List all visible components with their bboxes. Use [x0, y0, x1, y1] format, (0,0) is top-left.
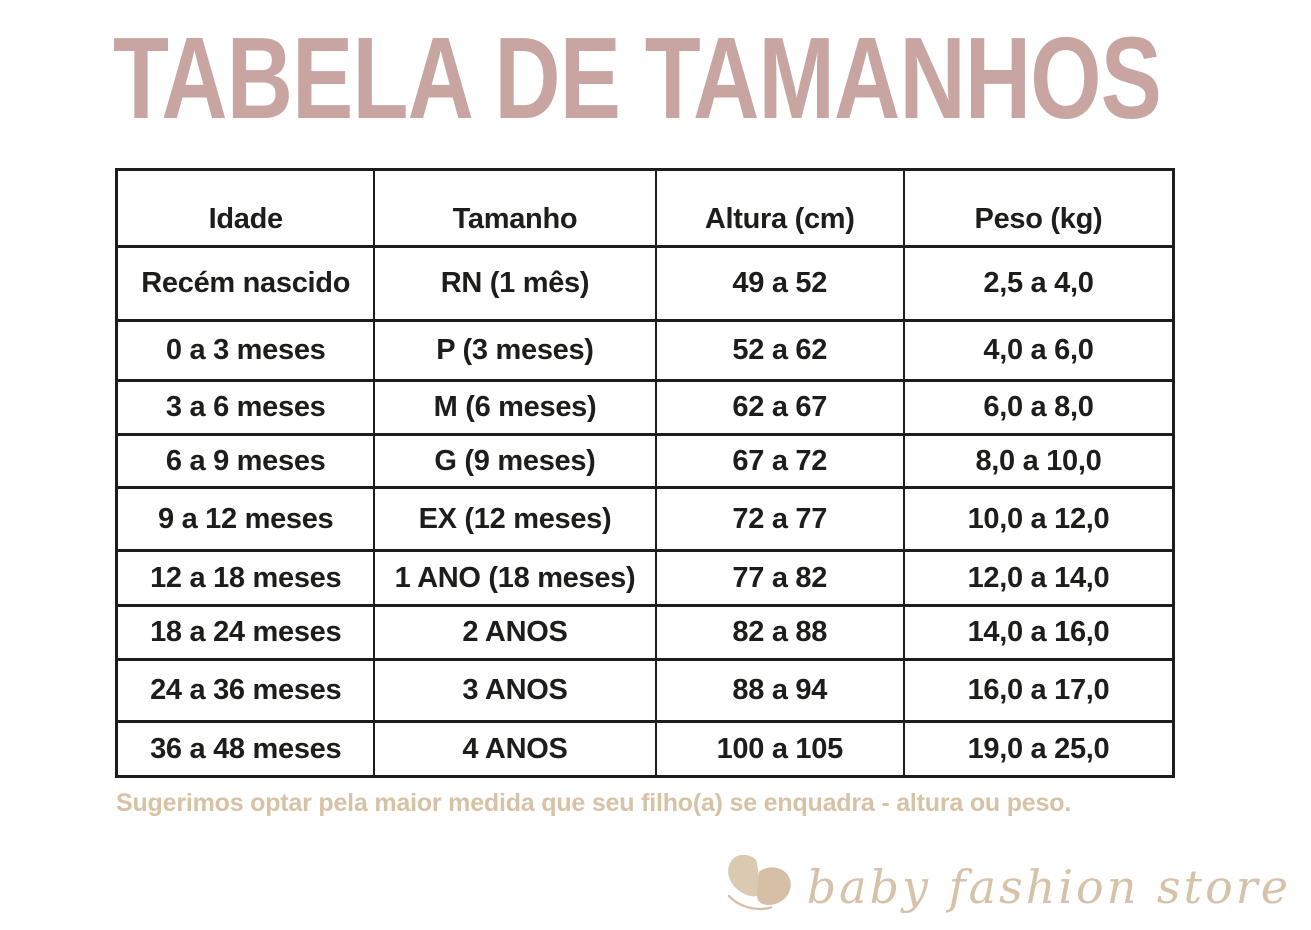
cell-idade: 12 a 18 meses — [115, 549, 376, 607]
cell-tamanho: RN (1 mês) — [373, 245, 657, 322]
cell-altura: 82 a 88 — [654, 604, 905, 661]
column-header-tamanho: Tamanho — [373, 168, 657, 248]
column-header-idade: Idade — [115, 168, 376, 248]
cell-tamanho: 3 ANOS — [373, 658, 657, 723]
column-header-peso: Peso (kg) — [902, 168, 1175, 248]
cell-idade: 0 a 3 meses — [115, 319, 376, 382]
cell-tamanho: 1 ANO (18 meses) — [373, 549, 657, 607]
cell-peso: 8,0 a 10,0 — [902, 433, 1175, 489]
brand-name: baby fashion store — [806, 859, 1291, 914]
cell-tamanho: G (9 meses) — [373, 433, 657, 489]
cell-idade: 24 a 36 meses — [115, 658, 376, 723]
cell-altura: 52 a 62 — [654, 319, 905, 382]
cell-altura: 67 a 72 — [654, 433, 905, 489]
cell-altura: 62 a 67 — [654, 379, 905, 436]
table-row: 3 a 6 meses M (6 meses) 62 a 67 6,0 a 8,… — [115, 379, 1175, 436]
cell-tamanho: 2 ANOS — [373, 604, 657, 661]
cell-peso: 6,0 a 8,0 — [902, 379, 1175, 436]
cell-idade: 18 a 24 meses — [115, 604, 376, 661]
page-title: TABELA DE TAMANHOS — [113, 13, 1162, 143]
cell-altura: 100 a 105 — [654, 720, 905, 778]
table-header-row: Idade Tamanho Altura (cm) Peso (kg) — [115, 168, 1175, 248]
table-row: 18 a 24 meses 2 ANOS 82 a 88 14,0 a 16,0 — [115, 604, 1175, 661]
table-row: 12 a 18 meses 1 ANO (18 meses) 77 a 82 1… — [115, 549, 1175, 607]
brand-logo: baby fashion store — [725, 853, 1291, 920]
cell-peso: 4,0 a 6,0 — [902, 319, 1175, 382]
cell-altura: 88 a 94 — [654, 658, 905, 723]
cell-peso: 14,0 a 16,0 — [902, 604, 1175, 661]
cell-tamanho: P (3 meses) — [373, 319, 657, 382]
cell-tamanho: EX (12 meses) — [373, 486, 657, 552]
cell-idade: Recém nascido — [115, 245, 376, 322]
cell-idade: 6 a 9 meses — [115, 433, 376, 489]
table-row: Recém nascido RN (1 mês) 49 a 52 2,5 a 4… — [115, 245, 1175, 322]
cell-tamanho: M (6 meses) — [373, 379, 657, 436]
cell-altura: 72 a 77 — [654, 486, 905, 552]
cell-tamanho: 4 ANOS — [373, 720, 657, 778]
table-row: 24 a 36 meses 3 ANOS 88 a 94 16,0 a 17,0 — [115, 658, 1175, 723]
table-row: 6 a 9 meses G (9 meses) 67 a 72 8,0 a 10… — [115, 433, 1175, 489]
cell-idade: 3 a 6 meses — [115, 379, 376, 436]
table-row: 9 a 12 meses EX (12 meses) 72 a 77 10,0 … — [115, 486, 1175, 552]
table-row: 0 a 3 meses P (3 meses) 52 a 62 4,0 a 6,… — [115, 319, 1175, 382]
table-row: 36 a 48 meses 4 ANOS 100 a 105 19,0 a 25… — [115, 720, 1175, 778]
cell-altura: 77 a 82 — [654, 549, 905, 607]
cell-peso: 2,5 a 4,0 — [902, 245, 1175, 322]
size-table: Idade Tamanho Altura (cm) Peso (kg) Recé… — [115, 168, 1175, 778]
cell-altura: 49 a 52 — [654, 245, 905, 322]
cell-peso: 10,0 a 12,0 — [902, 486, 1175, 552]
cell-idade: 9 a 12 meses — [115, 486, 376, 552]
cell-peso: 19,0 a 25,0 — [902, 720, 1175, 778]
column-header-altura: Altura (cm) — [654, 168, 905, 248]
butterfly-icon — [725, 853, 799, 920]
cell-peso: 12,0 a 14,0 — [902, 549, 1175, 607]
cell-peso: 16,0 a 17,0 — [902, 658, 1175, 723]
cell-idade: 36 a 48 meses — [115, 720, 376, 778]
size-advice-note: Sugerimos optar pela maior medida que se… — [116, 789, 1072, 817]
